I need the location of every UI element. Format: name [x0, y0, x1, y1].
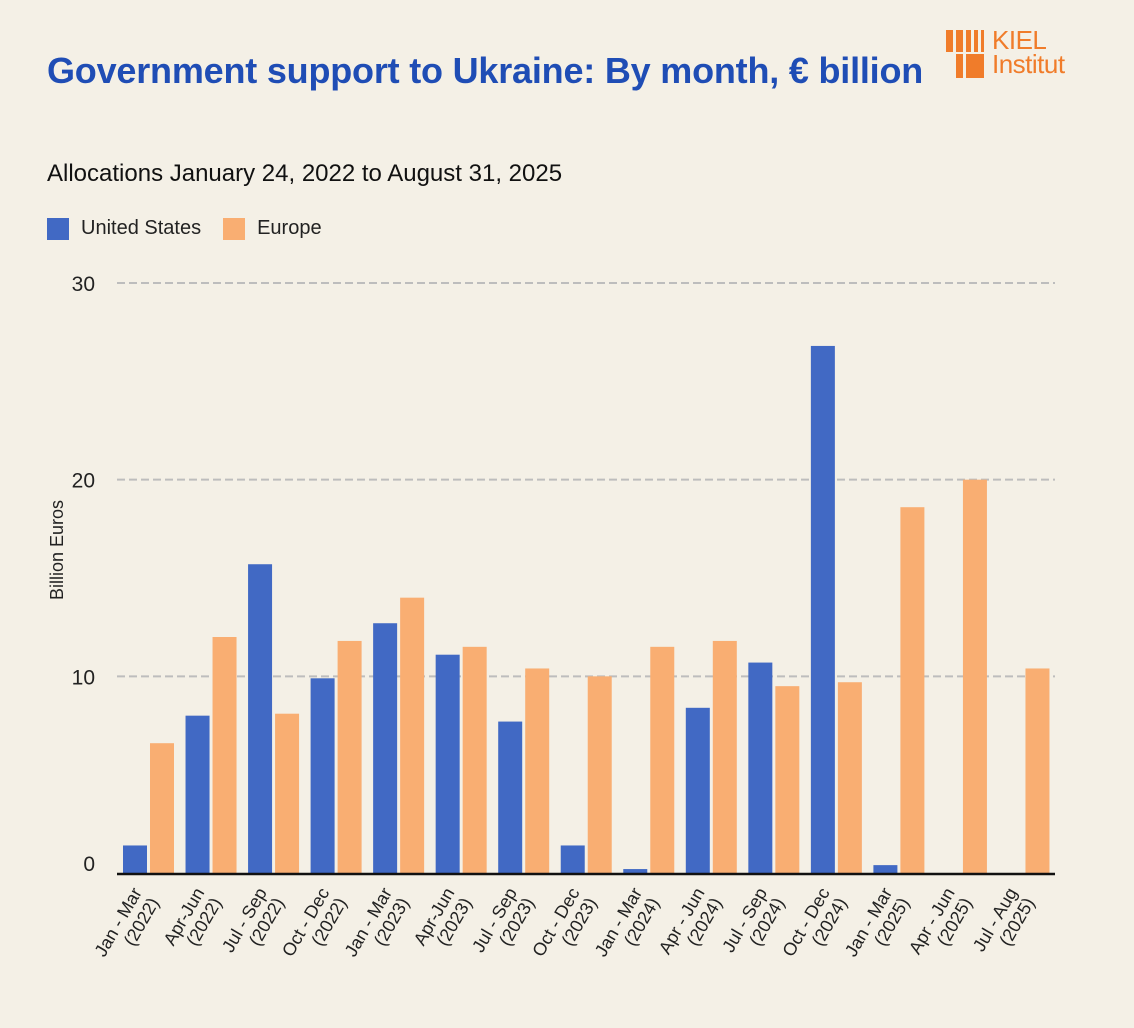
legend-label-united-states: United States — [81, 217, 202, 239]
bar-united-states[interactable] — [623, 869, 648, 873]
y-tick-label: 30 — [72, 273, 95, 296]
x-tick-label: Jul - Sep(2022) — [218, 884, 288, 956]
logo-bars-icon — [946, 30, 984, 78]
x-tick-label: Oct - Dec(2022) — [278, 884, 351, 960]
x-tick-label: Jul - Aug(2025) — [969, 884, 1039, 955]
legend-item-united-states[interactable]: United States — [47, 217, 201, 240]
x-tick-label: Oct - Dec(2023) — [528, 884, 601, 960]
bar-united-states[interactable] — [560, 845, 585, 873]
logo-line-2: Institut — [992, 49, 1065, 79]
y-tick-label: 10 — [72, 666, 95, 689]
x-tick-label: Apr-Jun(2022) — [159, 884, 225, 949]
bar-europe[interactable] — [650, 646, 675, 873]
bars — [123, 345, 1050, 873]
bar-united-states[interactable] — [310, 678, 335, 873]
y-tick-label: 20 — [72, 470, 95, 493]
x-tick-label: Oct - Dec(2024) — [778, 884, 851, 960]
bar-europe[interactable] — [1025, 668, 1050, 873]
bar-europe[interactable] — [400, 597, 425, 873]
bar-europe[interactable] — [212, 637, 237, 873]
y-axis-title: Billion Euros — [47, 500, 67, 600]
x-tick-label: Apr - Jun(2024) — [655, 884, 726, 957]
kiel-institut-logo: KIEL Institut — [946, 25, 1096, 84]
legend-swatch-united-states — [47, 217, 69, 240]
x-tick-label: Jan - Mar(2022) — [90, 884, 163, 960]
bar-europe[interactable] — [900, 507, 925, 873]
legend-item-europe[interactable]: Europe — [223, 217, 322, 240]
bar-europe[interactable] — [775, 686, 800, 873]
chart-title: Government support to Ukraine: By month,… — [47, 50, 924, 91]
x-tick-label: Jul - Sep(2024) — [718, 884, 788, 956]
bar-europe[interactable] — [150, 743, 174, 873]
bar-europe[interactable] — [525, 668, 550, 873]
bar-europe[interactable] — [712, 640, 737, 873]
bar-europe[interactable] — [337, 640, 362, 873]
bar-united-states[interactable] — [873, 865, 898, 873]
bar-united-states[interactable] — [810, 345, 835, 873]
logo-text: KIEL Institut — [992, 25, 1065, 79]
bar-united-states[interactable] — [185, 715, 210, 873]
y-tick-labels: 0 10 20 30 — [72, 273, 95, 876]
chart-subtitle: Allocations January 24, 2022 to August 3… — [47, 160, 563, 187]
x-tick-labels: Jan - Mar(2022)Apr-Jun(2022)Jul - Sep(20… — [90, 884, 1039, 960]
logo-line-1: KIEL — [992, 25, 1047, 55]
x-tick-label: Jan - Mar(2025) — [841, 884, 914, 960]
bar-europe[interactable] — [837, 682, 862, 873]
bar-europe[interactable] — [587, 676, 612, 873]
x-tick-label: Jan - Mar(2024) — [591, 884, 664, 960]
legend-swatch-europe — [223, 217, 246, 240]
legend: United States Europe — [47, 217, 344, 240]
bar-united-states[interactable] — [248, 564, 273, 873]
bar-united-states[interactable] — [435, 654, 460, 873]
bar-europe[interactable] — [275, 713, 300, 873]
bar-united-states[interactable] — [748, 662, 773, 873]
bar-europe[interactable] — [962, 479, 987, 873]
x-tick-label: Apr - Jun(2025) — [905, 884, 976, 957]
bar-united-states[interactable] — [123, 845, 147, 873]
legend-label-europe: Europe — [257, 217, 322, 239]
bar-europe[interactable] — [462, 646, 487, 873]
bar-united-states[interactable] — [498, 721, 523, 873]
gridlines — [117, 282, 1055, 678]
x-tick-label: Jan - Mar(2023) — [341, 884, 414, 960]
x-tick-label: Jul - Sep(2023) — [468, 884, 538, 956]
y-tick-label: 0 — [83, 853, 95, 876]
bar-united-states[interactable] — [373, 623, 398, 873]
x-tick-label: Apr-Jun(2023) — [410, 884, 476, 949]
bar-united-states[interactable] — [685, 707, 710, 873]
